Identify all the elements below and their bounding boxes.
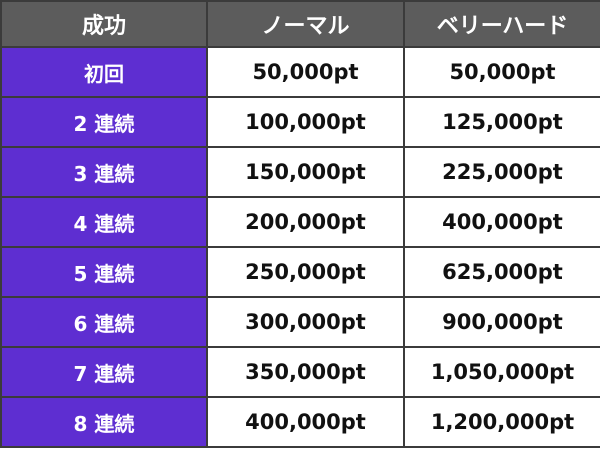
normal-points: 100,000pt: [206, 96, 405, 148]
header-very-hard: ベリーハード: [403, 0, 600, 48]
table-row: 7 連続 350,000pt 1,050,000pt: [0, 346, 600, 398]
very-hard-points: 1,200,000pt: [403, 396, 600, 448]
very-hard-points: 900,000pt: [403, 296, 600, 348]
table-row: 8 連続 400,000pt 1,200,000pt: [0, 396, 600, 448]
row-label: 2 連続: [0, 96, 208, 148]
row-label: 7 連続: [0, 346, 208, 398]
header-row: 成功 ノーマル ベリーハード: [0, 0, 600, 48]
row-label: 3 連続: [0, 146, 208, 198]
very-hard-points: 225,000pt: [403, 146, 600, 198]
row-label: 6 連続: [0, 296, 208, 348]
normal-points: 400,000pt: [206, 396, 405, 448]
normal-points: 150,000pt: [206, 146, 405, 198]
normal-points: 350,000pt: [206, 346, 405, 398]
header-success: 成功: [0, 0, 208, 48]
row-label: 初回: [0, 46, 208, 98]
table-row: 5 連続 250,000pt 625,000pt: [0, 246, 600, 298]
table-body: 初回 50,000pt 50,000pt 2 連続 100,000pt 125,…: [0, 46, 600, 448]
very-hard-points: 1,050,000pt: [403, 346, 600, 398]
row-label: 8 連続: [0, 396, 208, 448]
normal-points: 200,000pt: [206, 196, 405, 248]
very-hard-points: 125,000pt: [403, 96, 600, 148]
very-hard-points: 50,000pt: [403, 46, 600, 98]
row-label: 4 連続: [0, 196, 208, 248]
very-hard-points: 625,000pt: [403, 246, 600, 298]
table-header: 成功 ノーマル ベリーハード: [0, 0, 600, 48]
table-row: 3 連続 150,000pt 225,000pt: [0, 146, 600, 198]
table-row: 2 連続 100,000pt 125,000pt: [0, 96, 600, 148]
bottom-margin: [0, 452, 600, 456]
table-row: 6 連続 300,000pt 900,000pt: [0, 296, 600, 348]
normal-points: 250,000pt: [206, 246, 405, 298]
row-label: 5 連続: [0, 246, 208, 298]
normal-points: 300,000pt: [206, 296, 405, 348]
header-normal: ノーマル: [206, 0, 405, 48]
normal-points: 50,000pt: [206, 46, 405, 98]
table-row: 4 連続 200,000pt 400,000pt: [0, 196, 600, 248]
table-row: 初回 50,000pt 50,000pt: [0, 46, 600, 98]
very-hard-points: 400,000pt: [403, 196, 600, 248]
